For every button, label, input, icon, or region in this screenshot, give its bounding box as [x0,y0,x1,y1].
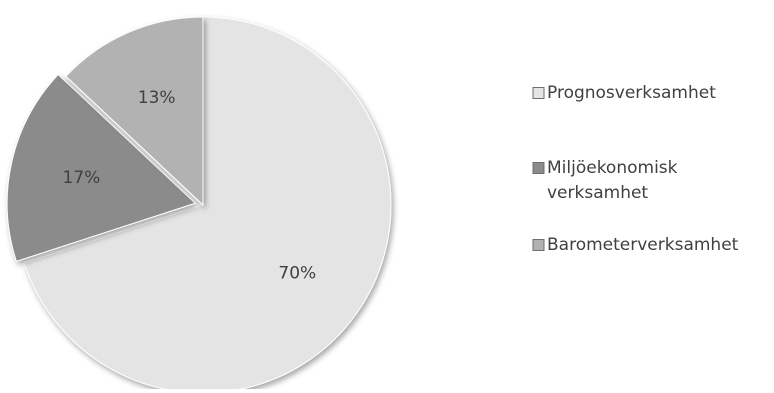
pie-slices [6,16,392,393]
data-label-prognosverksamhet: 70% [278,264,316,284]
data-label-miljoekonomisk-verksamhet: 17% [63,168,101,188]
pie-slice-miljoekonomisk-verksamhet [6,73,197,262]
pie-slice-prognosverksamhet [23,16,392,393]
pie-slice-labels: 70% 17% 13% [63,88,317,283]
data-label-barometerverksamhet: 13% [138,88,176,108]
legend-label-barometerverksamhet: Barometerverksamhet [547,235,739,255]
pie-slice-barometerverksamhet [65,16,204,207]
legend-label-miljoekonomisk-verksamhet: Miljöekonomisk verksamhet [547,158,678,203]
legend-marker-miljoekonomisk-verksamhet [532,162,545,174]
legend-marker-prognosverksamhet [532,87,545,99]
legend: Prognosverksamhet Miljöekonomisk verksamhe… [532,83,739,255]
legend-marker-barometerverksamhet [532,239,545,251]
legend-label-prognosverksamhet: Prognosverksamhet [547,83,716,103]
